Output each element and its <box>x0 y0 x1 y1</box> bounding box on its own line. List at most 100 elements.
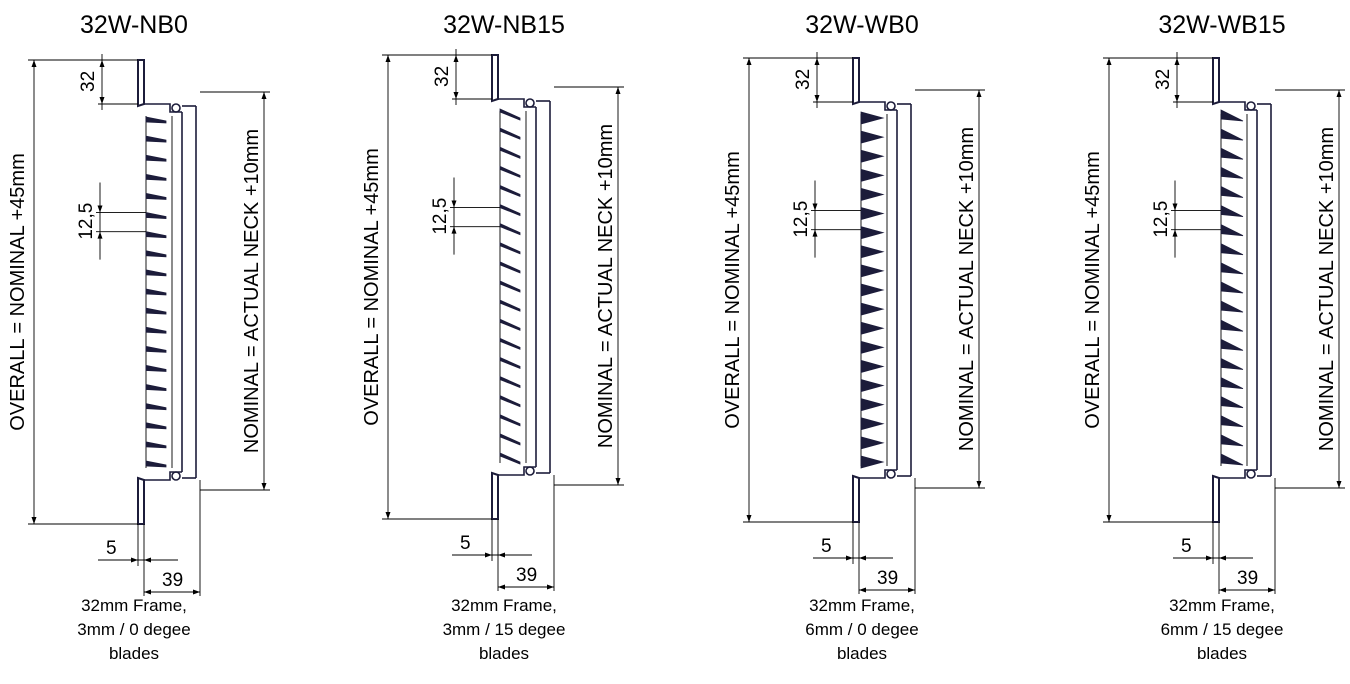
blade <box>145 231 167 239</box>
dimension-arrow <box>615 478 621 485</box>
model-title: 32W-NB0 <box>80 11 188 39</box>
caption-line: blades <box>479 644 529 663</box>
blade <box>1220 224 1244 237</box>
frame-bottom-flange <box>1212 474 1220 523</box>
depth-label: 39 <box>162 570 183 591</box>
dimension-arrow <box>193 589 200 595</box>
dimension-arrow <box>385 55 391 62</box>
dimension-arrow <box>97 231 103 239</box>
dimension-arrow <box>498 552 505 558</box>
dimension-arrow <box>261 92 267 99</box>
blade <box>1220 338 1244 351</box>
blade <box>1220 396 1244 409</box>
nominal-dimension-label: NOMINAL = ACTUAL NECK +10mm <box>1316 127 1338 451</box>
blade <box>860 302 885 316</box>
dimension-arrow <box>1172 229 1178 237</box>
blade <box>499 395 521 408</box>
blade <box>860 436 885 450</box>
dimension-arrow <box>746 515 752 522</box>
frame-bottom-flange <box>137 476 145 525</box>
caption-line: blades <box>1197 644 1247 663</box>
frame-top-flange <box>852 57 860 106</box>
blade <box>1220 262 1244 275</box>
fixing-point <box>886 469 896 479</box>
blade <box>860 207 885 221</box>
nominal-dimension-label: NOMINAL = ACTUAL NECK +10mm <box>241 129 263 453</box>
dimension-arrow <box>1206 555 1213 561</box>
dimension-arrow <box>1219 587 1226 593</box>
frame-top-lip <box>498 98 536 108</box>
blade <box>1220 434 1244 447</box>
blade <box>499 337 521 350</box>
grille-drawing-32w-wb0: 32W-WB0 32 12,5 OVERALL = NOMINAL +45mm NOMI… <box>722 11 985 663</box>
dimension-arrow <box>99 60 105 67</box>
caption-line: 32mm Frame, <box>1169 596 1275 615</box>
frame-height-label: 32 <box>1153 69 1174 90</box>
blade <box>1220 415 1244 428</box>
model-title: 32W-WB15 <box>1158 11 1285 39</box>
blade <box>145 326 167 334</box>
blade <box>860 398 885 412</box>
blade <box>499 127 521 140</box>
dimension-arrow <box>1172 203 1178 211</box>
caption-line: 3mm / 15 degee <box>443 620 566 639</box>
blade <box>860 264 885 278</box>
dimension-arrow <box>1106 58 1112 65</box>
blade <box>860 321 885 335</box>
caption-line: 32mm Frame, <box>809 596 915 615</box>
blade <box>499 242 521 255</box>
dimension-arrow <box>547 584 554 590</box>
blade <box>145 403 167 411</box>
dimension-arrow <box>1336 90 1342 97</box>
dimension-arrow <box>451 200 457 208</box>
face-offset-label: 5 <box>460 533 471 554</box>
dimension-arrow <box>746 58 752 65</box>
blade <box>145 154 167 162</box>
caption-line: 32mm Frame, <box>451 596 557 615</box>
blade-pitch-label: 12,5 <box>791 201 812 238</box>
depth-label: 39 <box>1237 568 1258 589</box>
overall-dimension-label: OVERALL = NOMINAL +45mm <box>722 151 744 429</box>
blade <box>145 345 167 353</box>
caption-line: blades <box>109 644 159 663</box>
blade-pitch-label: 12,5 <box>1151 201 1172 238</box>
dimension-arrow <box>31 60 37 67</box>
blade <box>145 135 167 143</box>
model-title: 32W-WB0 <box>805 11 918 39</box>
face-offset-label: 5 <box>1181 536 1192 557</box>
blade <box>499 356 521 370</box>
blade <box>1220 357 1244 370</box>
blade <box>499 299 521 312</box>
frame-top-lip <box>1219 101 1257 111</box>
blade <box>499 280 521 293</box>
blade-pitch-label: 12,5 <box>76 203 97 240</box>
dimension-arrow <box>144 557 151 563</box>
overall-dimension-label: OVERALL = NOMINAL +45mm <box>361 148 383 426</box>
blade <box>860 149 885 163</box>
blade <box>860 130 885 144</box>
blade <box>145 269 167 277</box>
dimension-arrow <box>1174 58 1180 65</box>
fixing-point <box>525 98 535 108</box>
blade <box>499 375 521 389</box>
dimension-arrow <box>144 589 151 595</box>
dimension-arrow <box>1174 95 1180 102</box>
nominal-dimension-label: NOMINAL = ACTUAL NECK +10mm <box>595 124 617 448</box>
blade <box>145 250 167 258</box>
fixing-point <box>886 101 896 111</box>
blade <box>145 288 167 296</box>
frame-bottom-lip <box>859 469 897 479</box>
frame-bottom-lip <box>144 471 182 481</box>
dimension-arrow <box>97 205 103 213</box>
overall-dimension-label: OVERALL = NOMINAL +45mm <box>7 153 29 431</box>
dimension-arrow <box>261 483 267 490</box>
blade <box>860 379 885 393</box>
frame-top-flange <box>1212 57 1220 106</box>
fixing-point <box>171 103 181 113</box>
dimension-arrow <box>453 92 459 99</box>
blade <box>499 261 521 274</box>
dimension-arrow <box>908 587 915 593</box>
blade <box>499 318 521 331</box>
dimension-arrow <box>385 512 391 519</box>
dimension-arrow <box>99 97 105 104</box>
